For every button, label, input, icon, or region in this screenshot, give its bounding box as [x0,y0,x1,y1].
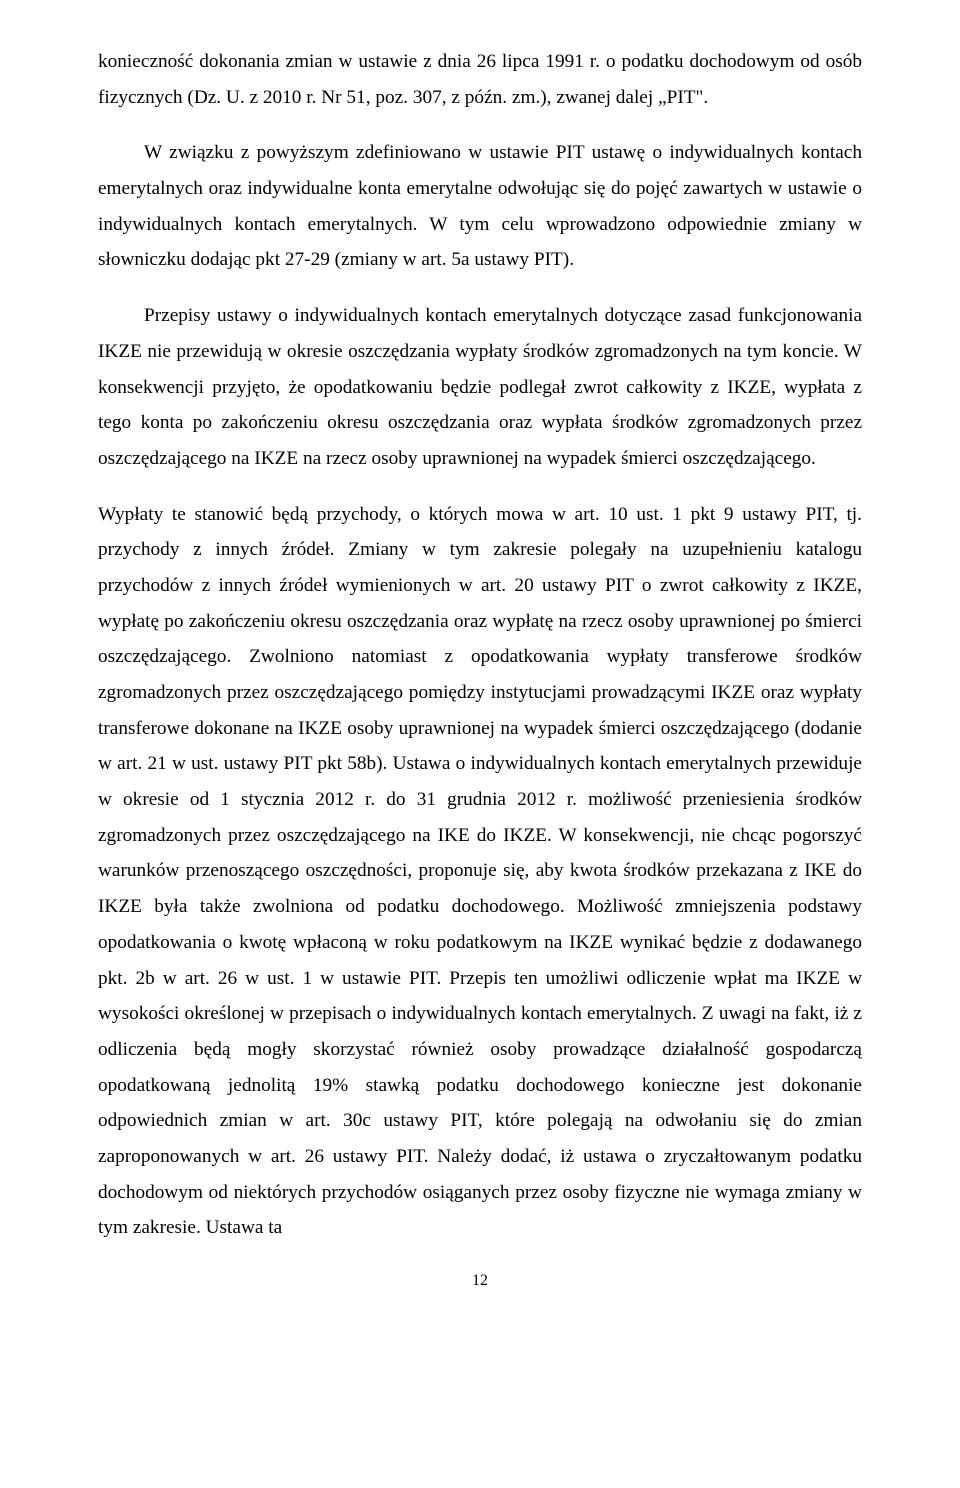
paragraph-1: konieczność dokonania zmian w ustawie z … [98,44,862,115]
page-number: 12 [98,1266,862,1296]
document-page: konieczność dokonania zmian w ustawie z … [0,0,960,1296]
paragraph-2: W związku z powyższym zdefiniowano w ust… [98,135,862,278]
paragraph-4: Wypłaty te stanowić będą przychody, o kt… [98,497,862,1246]
paragraph-3: Przepisy ustawy o indywidualnych kontach… [98,298,862,476]
